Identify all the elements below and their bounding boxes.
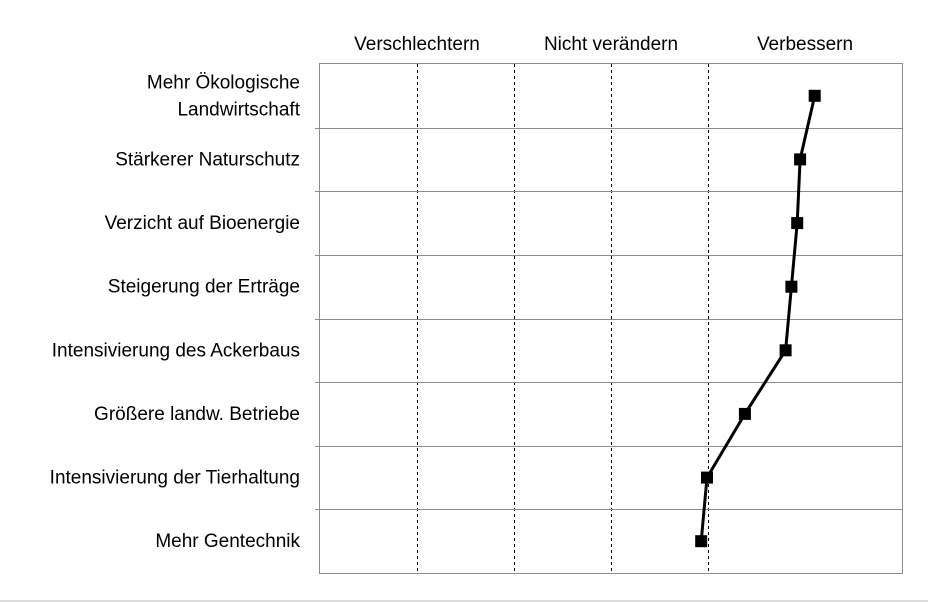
plot-frame [319, 63, 903, 574]
category-label: Mehr Ökologische Landwirtschaft [147, 72, 301, 120]
data-point-marker [738, 407, 751, 420]
data-point-marker [785, 280, 798, 293]
category-label: Stärkerer Naturschutz [115, 149, 300, 170]
gridlines [315, 64, 902, 573]
data-point-marker [791, 217, 804, 230]
category-label: Verzicht auf Bioenergie [105, 213, 300, 234]
category-label: Intensivierung der Tierhaltung [50, 468, 300, 489]
data-point-marker [794, 153, 807, 166]
column-header: Verschlechtern [354, 34, 480, 55]
data-point-marker [695, 535, 708, 548]
column-header: Verbessern [757, 34, 853, 55]
category-label: Mehr Gentechnik [155, 531, 300, 552]
category-label: Intensivierung des Ackerbaus [52, 340, 300, 361]
series-line [699, 95, 817, 542]
data-point-marker [808, 89, 821, 102]
category-labels: Mehr Ökologische Landwirtschaft Stärkerer … [50, 72, 301, 552]
data-point-marker [779, 344, 792, 357]
data-point-marker [701, 471, 713, 484]
column-header: Nicht verändern [544, 34, 678, 55]
category-label: Steigerung der Erträge [108, 277, 300, 298]
category-label: Größere landw. Betriebe [94, 404, 300, 425]
series-line-group [695, 89, 821, 548]
column-headers: Verschlechtern Nicht verändern Verbessern [354, 34, 853, 55]
